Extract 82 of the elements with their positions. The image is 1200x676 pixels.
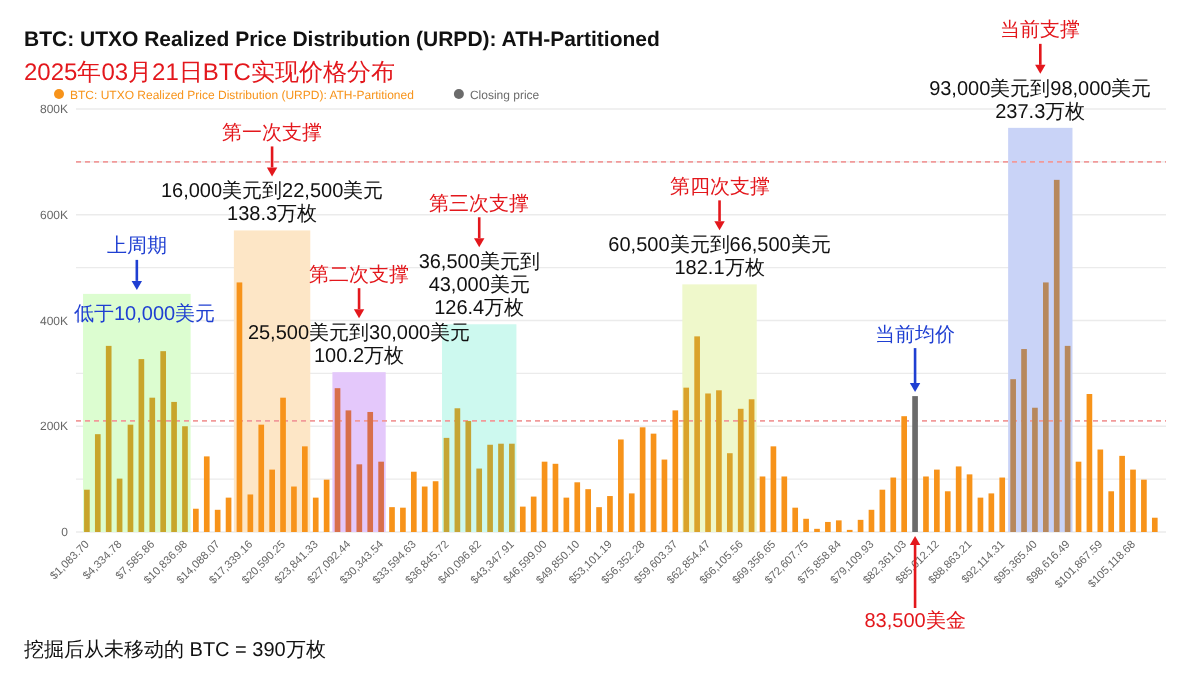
bar	[509, 443, 515, 532]
bar	[726, 453, 733, 532]
annotation: 上周期	[106, 234, 167, 259]
bar	[171, 401, 177, 532]
bar	[585, 489, 591, 532]
bar	[1151, 517, 1158, 532]
bar	[890, 477, 897, 532]
bar	[803, 518, 809, 532]
annotation: 第四次支撑	[669, 174, 770, 199]
bar	[94, 434, 101, 532]
chart-subtitle: 2025年03月21日BTC实现价格分布	[24, 58, 395, 86]
band-label: 60,500美元到66,500美元 182.1万枚	[608, 233, 831, 281]
bar	[193, 508, 199, 532]
bar	[999, 477, 1006, 532]
bar	[781, 476, 788, 532]
bar	[498, 443, 504, 532]
bar	[149, 397, 156, 532]
bar	[367, 411, 374, 532]
text: 挖掘后从未移动的 BTC = 390万枚	[24, 638, 326, 662]
bar	[1130, 469, 1136, 532]
bar	[302, 446, 308, 532]
bar	[291, 486, 297, 532]
bar	[1108, 491, 1115, 532]
annotation: 低于10,000美元	[74, 301, 216, 326]
bar	[356, 464, 363, 532]
bar	[901, 416, 907, 532]
bar	[716, 390, 722, 532]
bar	[912, 396, 918, 532]
bar	[1021, 349, 1027, 532]
bar	[389, 507, 395, 532]
band-label: 16,000美元到22,500美元 138.3万枚	[160, 179, 384, 227]
bar	[705, 393, 711, 532]
bar	[923, 476, 929, 532]
band-label: 25,500美元到30,000美元 100.2万枚	[247, 321, 471, 369]
bar	[618, 439, 624, 532]
bar	[530, 496, 537, 532]
chart-title: BTC: UTXO Realized Price Distribution (URPD): ATH-Partitioned	[24, 28, 660, 52]
bar	[400, 507, 406, 532]
bar	[105, 345, 112, 532]
bar	[476, 468, 483, 532]
bar	[280, 397, 286, 532]
bar	[683, 387, 690, 532]
bar	[465, 420, 472, 532]
annotation: 第一次支撑	[222, 120, 323, 145]
bar	[378, 461, 384, 532]
bar	[487, 444, 493, 532]
bar	[792, 507, 799, 532]
bar	[628, 493, 635, 532]
bar	[1119, 455, 1125, 532]
bar	[1043, 282, 1049, 532]
bar	[607, 496, 613, 532]
bar	[312, 497, 319, 532]
bar	[160, 351, 167, 532]
bar	[825, 521, 831, 532]
annotation: 第二次支撑	[309, 262, 410, 287]
bar	[574, 482, 581, 532]
bar	[1097, 449, 1104, 532]
bar	[269, 469, 275, 532]
annotation: 第三次支撑	[429, 191, 530, 216]
bar	[421, 486, 428, 532]
band-label: 36,500美元到43,000美元 126.4万枚	[418, 250, 540, 321]
bar	[672, 410, 679, 532]
bar	[944, 491, 951, 532]
bar	[1141, 479, 1147, 532]
bar	[84, 489, 90, 532]
annotation: 当前均价	[875, 322, 956, 347]
bar	[410, 471, 417, 532]
bar	[182, 426, 188, 532]
annotation: 83,500美金	[864, 609, 966, 633]
bar	[1053, 179, 1060, 532]
bar	[203, 456, 210, 532]
bar	[596, 507, 602, 532]
bar	[519, 506, 526, 532]
bar	[934, 469, 940, 532]
bar	[1010, 379, 1016, 532]
bar	[737, 408, 744, 532]
bar	[835, 520, 842, 532]
text: 当前支撑	[1000, 18, 1081, 43]
bar	[258, 424, 265, 532]
bar	[694, 336, 700, 532]
band-label: 93,000美元到98,000美元 237.3万枚	[929, 76, 1152, 124]
bar	[1032, 407, 1038, 532]
